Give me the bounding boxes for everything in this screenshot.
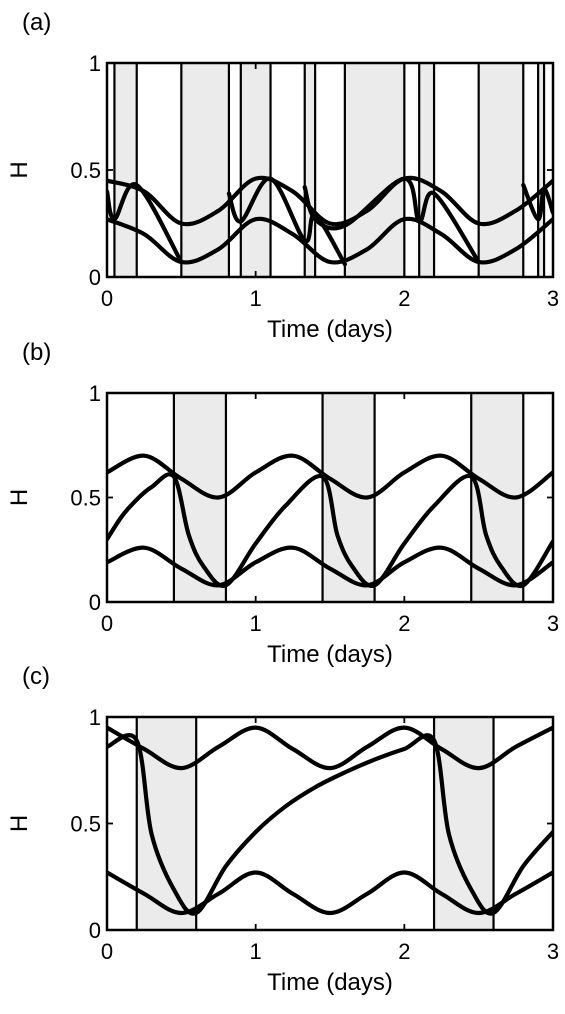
shaded-interval (304, 63, 316, 277)
shaded-interval (419, 63, 435, 277)
x-tick-label: 1 (250, 611, 262, 636)
x-tick-label: 1 (250, 286, 262, 311)
series-line (107, 182, 184, 265)
shaded-interval (114, 63, 137, 277)
series-group (107, 725, 553, 916)
x-axis-label: Time (days) (267, 641, 393, 668)
series-line (107, 725, 553, 771)
series-line (521, 182, 553, 222)
series-line (107, 175, 553, 227)
panel-label: (a) (22, 9, 51, 36)
series-line (107, 733, 553, 916)
y-tick-label: 0.5 (70, 158, 101, 183)
x-tick-label: 1 (250, 939, 262, 964)
series-line (226, 176, 347, 267)
shaded-interval (240, 63, 271, 277)
y-axis-label: H (6, 161, 33, 178)
x-tick-label: 0 (101, 939, 113, 964)
series-line (302, 176, 481, 265)
series-group (107, 175, 553, 267)
series-line (107, 472, 553, 589)
shaded-interval (478, 63, 524, 277)
panel-label: (b) (22, 339, 51, 366)
series-line (107, 545, 553, 588)
y-tick-label: 0 (89, 918, 101, 943)
x-axis-label: Time (days) (267, 316, 393, 343)
x-tick-label: 3 (547, 611, 559, 636)
y-tick-label: 0.5 (70, 812, 101, 837)
x-axis-label: Time (days) (267, 969, 393, 996)
y-tick-label: 0 (89, 590, 101, 615)
y-tick-label: 0 (89, 265, 101, 290)
y-axis-label: H (6, 815, 33, 832)
x-tick-label: 2 (398, 286, 410, 311)
x-tick-label: 2 (398, 611, 410, 636)
series-line (107, 870, 553, 916)
y-tick-label: 1 (89, 51, 101, 76)
x-tick-label: 0 (101, 286, 113, 311)
shaded-interval (538, 63, 545, 277)
shaded-interval (181, 63, 229, 277)
y-tick-label: 1 (89, 705, 101, 730)
x-tick-label: 3 (547, 286, 559, 311)
y-axis-label: H (6, 489, 33, 506)
x-tick-label: 3 (547, 939, 559, 964)
y-tick-label: 1 (89, 381, 101, 406)
panel-label: (c) (22, 663, 50, 690)
series-line (107, 453, 553, 500)
series-group (107, 453, 553, 589)
x-tick-label: 0 (101, 611, 113, 636)
y-tick-label: 0.5 (70, 486, 101, 511)
x-tick-label: 2 (398, 939, 410, 964)
